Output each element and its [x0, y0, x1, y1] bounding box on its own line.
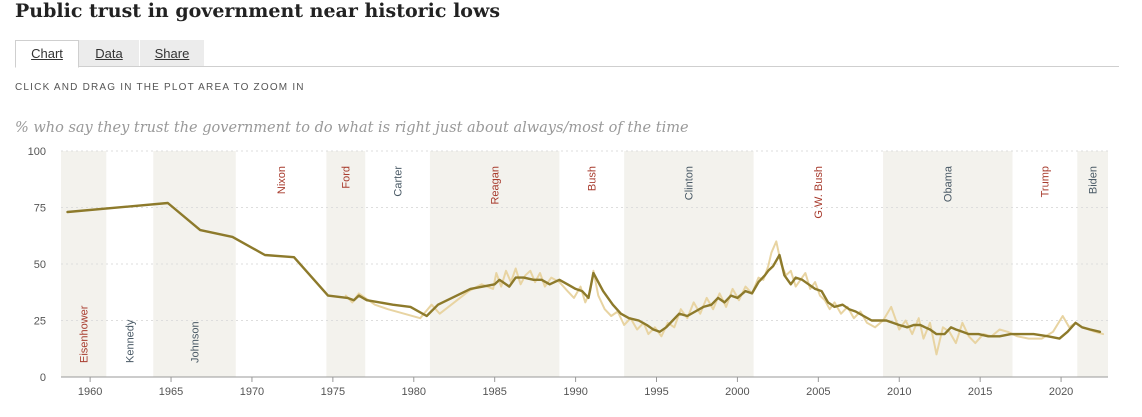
zoom-hint: CLICK AND DRAG IN THE PLOT AREA TO ZOOM …: [15, 82, 305, 93]
presidency-label: Obama: [943, 165, 955, 202]
presidency-label: Clinton: [684, 166, 696, 200]
moving-average-line: [66, 201, 1102, 340]
x-tick-label: 2020: [1049, 386, 1073, 398]
y-tick-label: 100: [28, 146, 46, 158]
x-tick-label: 1995: [644, 386, 668, 398]
x-tick-label: 2010: [887, 386, 911, 398]
chart-title: Public trust in government near historic…: [15, 0, 501, 22]
individual-polls-line: [344, 240, 1105, 356]
x-tick-label: 2015: [968, 386, 992, 398]
tab-data[interactable]: Data: [79, 40, 139, 66]
x-tick-label: 1985: [482, 386, 506, 398]
presidency-label: Trump: [1040, 166, 1052, 197]
presidency-label: Johnson: [189, 321, 201, 363]
presidency-label: Biden: [1087, 166, 1099, 194]
x-tick-label: 1965: [159, 386, 183, 398]
x-tick-label: 1980: [402, 386, 426, 398]
presidency-label: Nixon: [276, 166, 288, 194]
presidency-label: Bush: [587, 166, 599, 191]
x-tick-label: 2000: [725, 386, 749, 398]
chart-subtitle: % who say they trust the government to d…: [15, 120, 689, 136]
presidency-label: Eisenhower: [79, 305, 91, 363]
presidency-label: Reagan: [490, 166, 502, 205]
presidency-label: G.W. Bush: [813, 166, 825, 219]
presidency-band-eisenhower: [61, 151, 107, 377]
presidency-label: Ford: [341, 166, 353, 189]
tab-chart[interactable]: Chart: [15, 40, 79, 68]
presidency-label: Kennedy: [125, 319, 137, 363]
y-tick-label: 0: [40, 372, 46, 384]
presidency-label: Carter: [392, 166, 404, 197]
tab-share[interactable]: Share: [140, 40, 204, 66]
x-tick-label: 1975: [321, 386, 345, 398]
x-tick-label: 1970: [240, 386, 264, 398]
x-tick-label: 1990: [563, 386, 587, 398]
y-tick-label: 50: [34, 259, 46, 271]
y-tick-label: 75: [34, 203, 46, 215]
x-tick-label: 1960: [78, 386, 102, 398]
trust-line-chart[interactable]: 0 25 50 75 100 1960 1965 1970 1975 1980 1985 1990 19…: [0, 140, 1142, 417]
y-tick-label: 25: [34, 316, 46, 328]
x-tick-label: 2005: [806, 386, 830, 398]
tab-bar: Chart Data Share: [15, 40, 1119, 68]
